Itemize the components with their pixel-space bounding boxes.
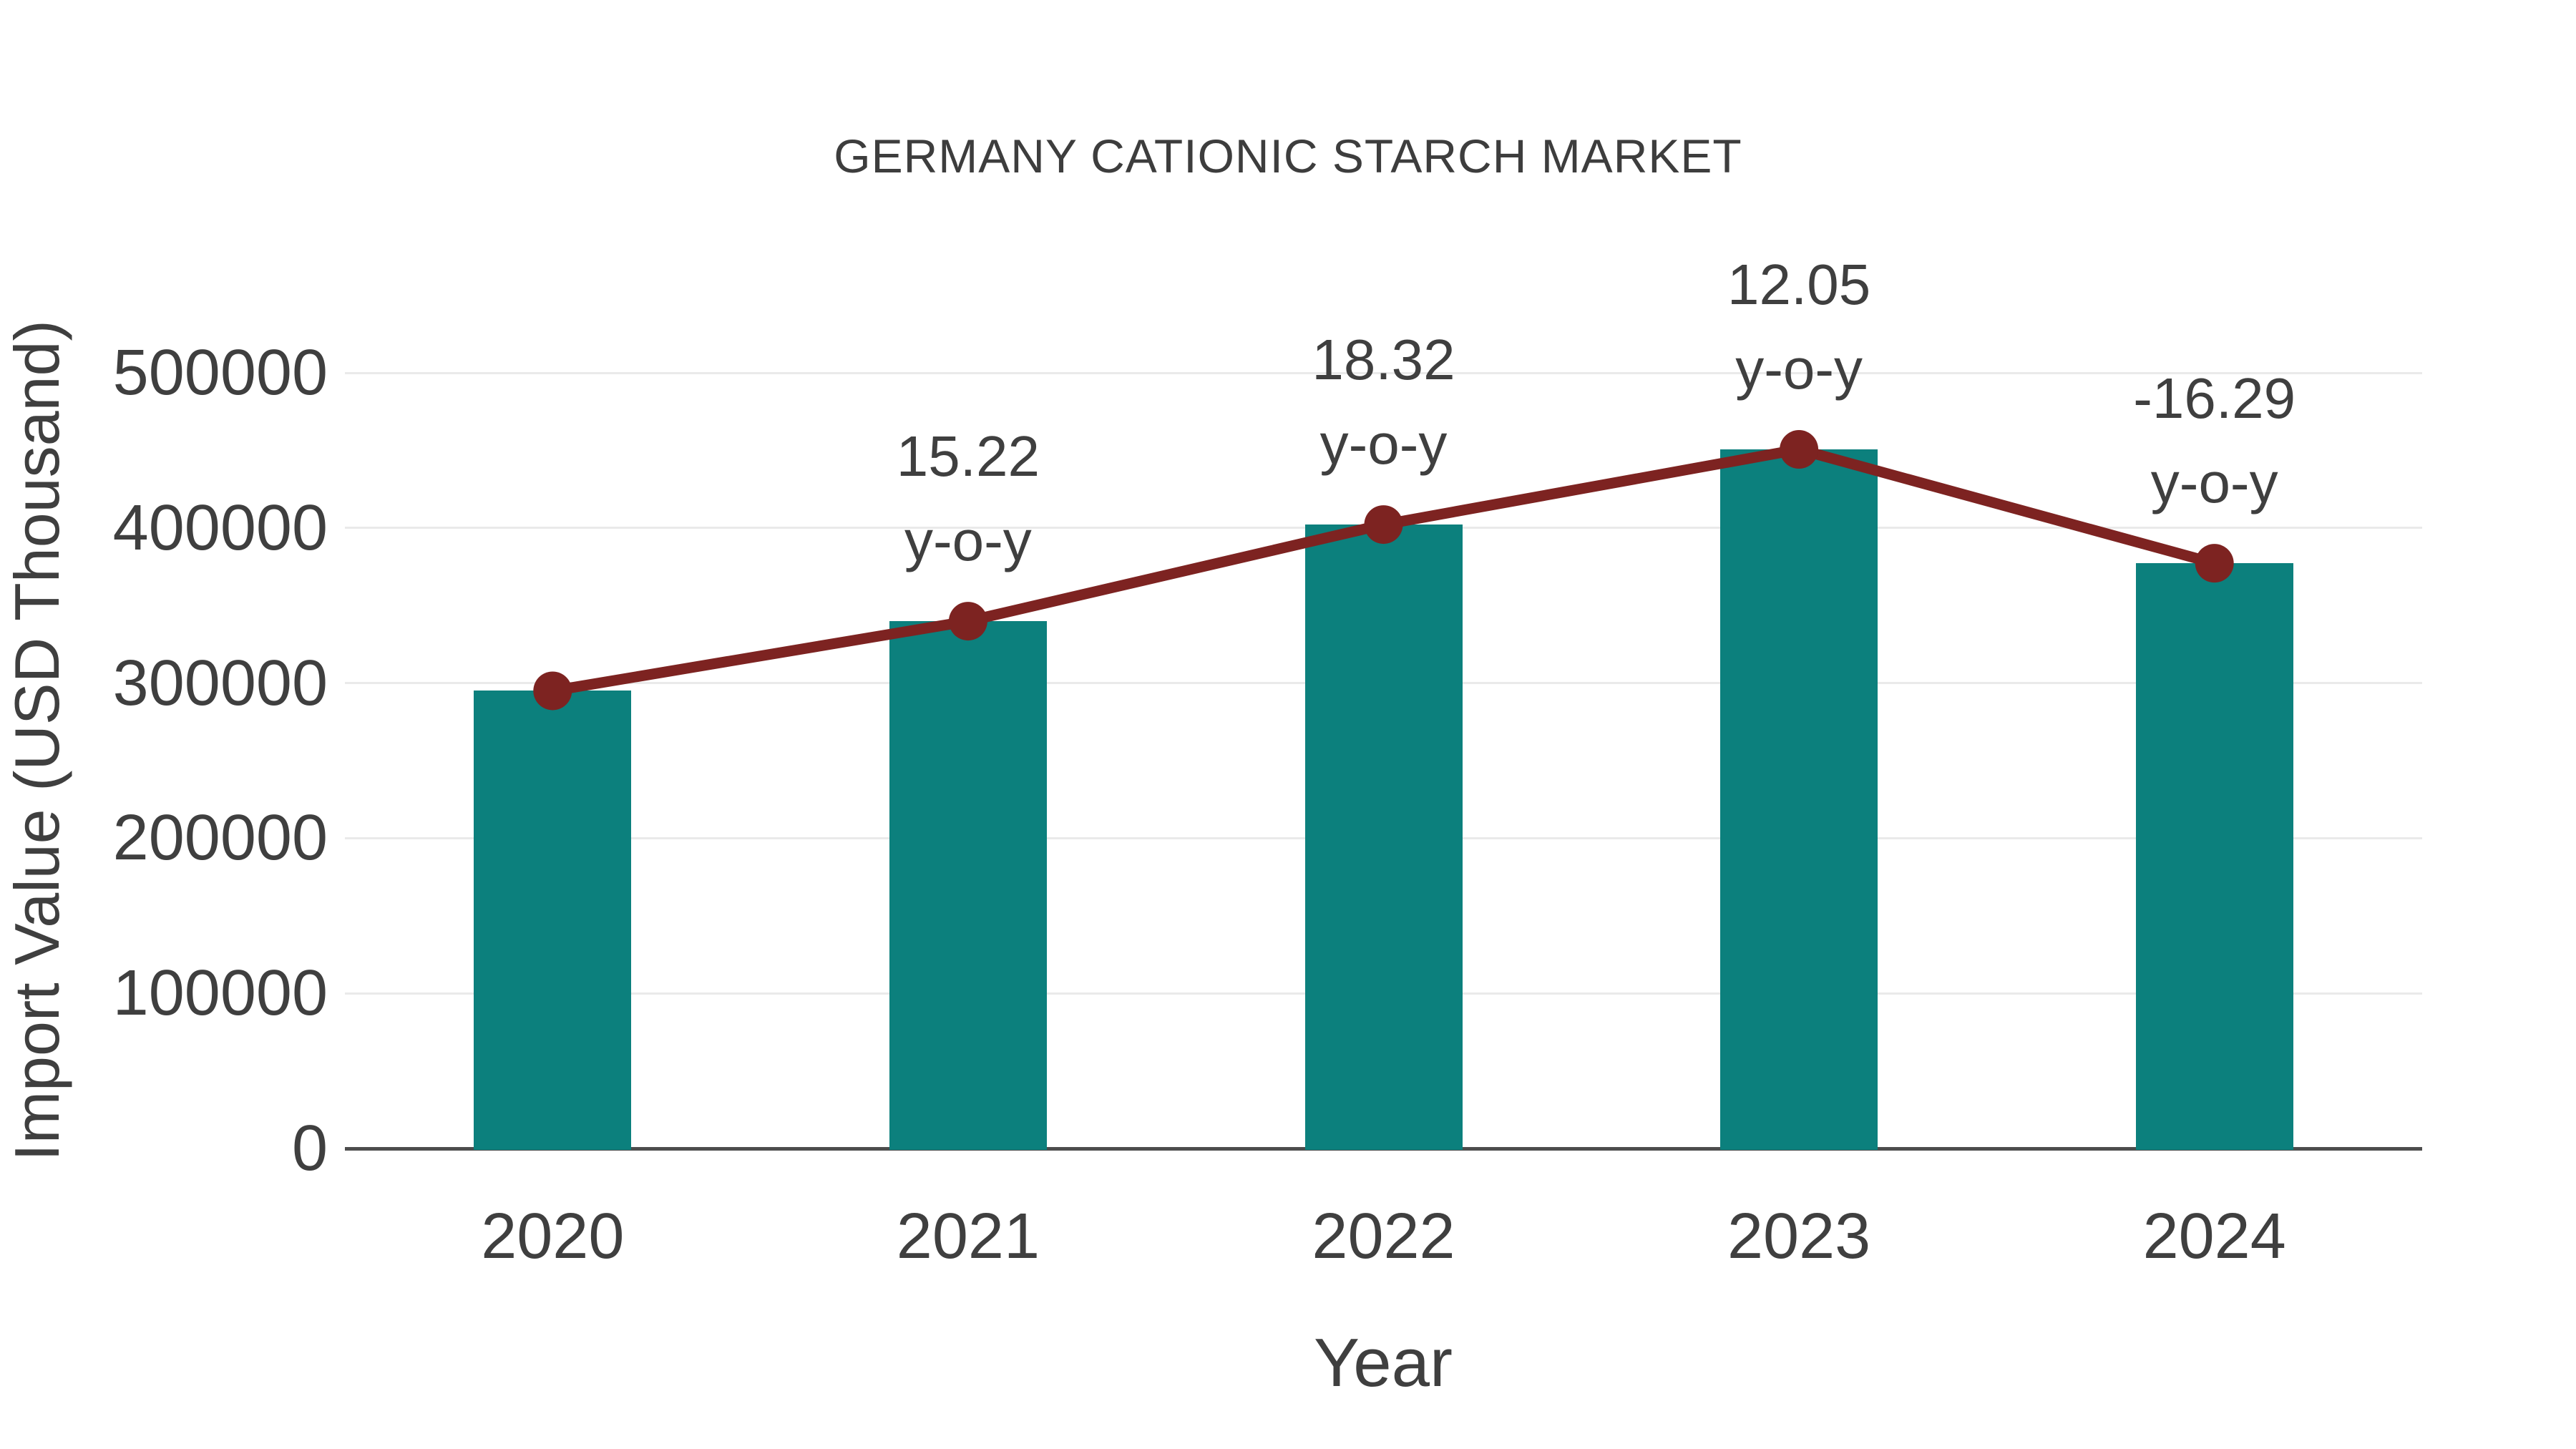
yoy-value-label: 18.32 bbox=[1312, 328, 1455, 392]
y-tick-label: 300000 bbox=[112, 647, 328, 719]
x-tick-label-2020: 2020 bbox=[481, 1201, 625, 1272]
x-tick-label-2021: 2021 bbox=[896, 1201, 1040, 1272]
yoy-suffix-label: y-o-y bbox=[2150, 451, 2278, 515]
y-tick-label: 500000 bbox=[112, 337, 328, 409]
y-tick-label: 400000 bbox=[112, 492, 328, 564]
y-tick-label: 100000 bbox=[112, 957, 328, 1030]
x-tick-label-2024: 2024 bbox=[2142, 1201, 2286, 1272]
x-axis-title: Year bbox=[1314, 1324, 1453, 1401]
chart-title: GERMANY CATIONIC STARCH MARKET bbox=[834, 130, 1742, 182]
yoy-value-label: -16.29 bbox=[2133, 366, 2296, 431]
bar-2023 bbox=[1720, 449, 1878, 1150]
x-tick-label-2023: 2023 bbox=[1727, 1201, 1871, 1272]
bar-2020 bbox=[474, 691, 632, 1150]
yoy-suffix-label: y-o-y bbox=[1319, 412, 1448, 477]
yoy-annotation-2023: 12.05 y-o-y bbox=[1548, 243, 2049, 411]
bar-2022 bbox=[1304, 525, 1463, 1150]
y-tick-label: 200000 bbox=[112, 802, 328, 874]
yoy-annotation-2024: -16.29 y-o-y bbox=[1964, 356, 2465, 525]
gridline bbox=[345, 371, 2422, 374]
bar-2024 bbox=[2135, 563, 2293, 1150]
x-tick-label-2022: 2022 bbox=[1312, 1201, 1455, 1272]
bar-2021 bbox=[889, 621, 1047, 1150]
yoy-value-label: 12.05 bbox=[1727, 253, 1871, 317]
yoy-suffix-label: y-o-y bbox=[904, 509, 1032, 573]
y-tick-label: 0 bbox=[291, 1113, 328, 1184]
yoy-suffix-label: y-o-y bbox=[1735, 337, 1863, 401]
